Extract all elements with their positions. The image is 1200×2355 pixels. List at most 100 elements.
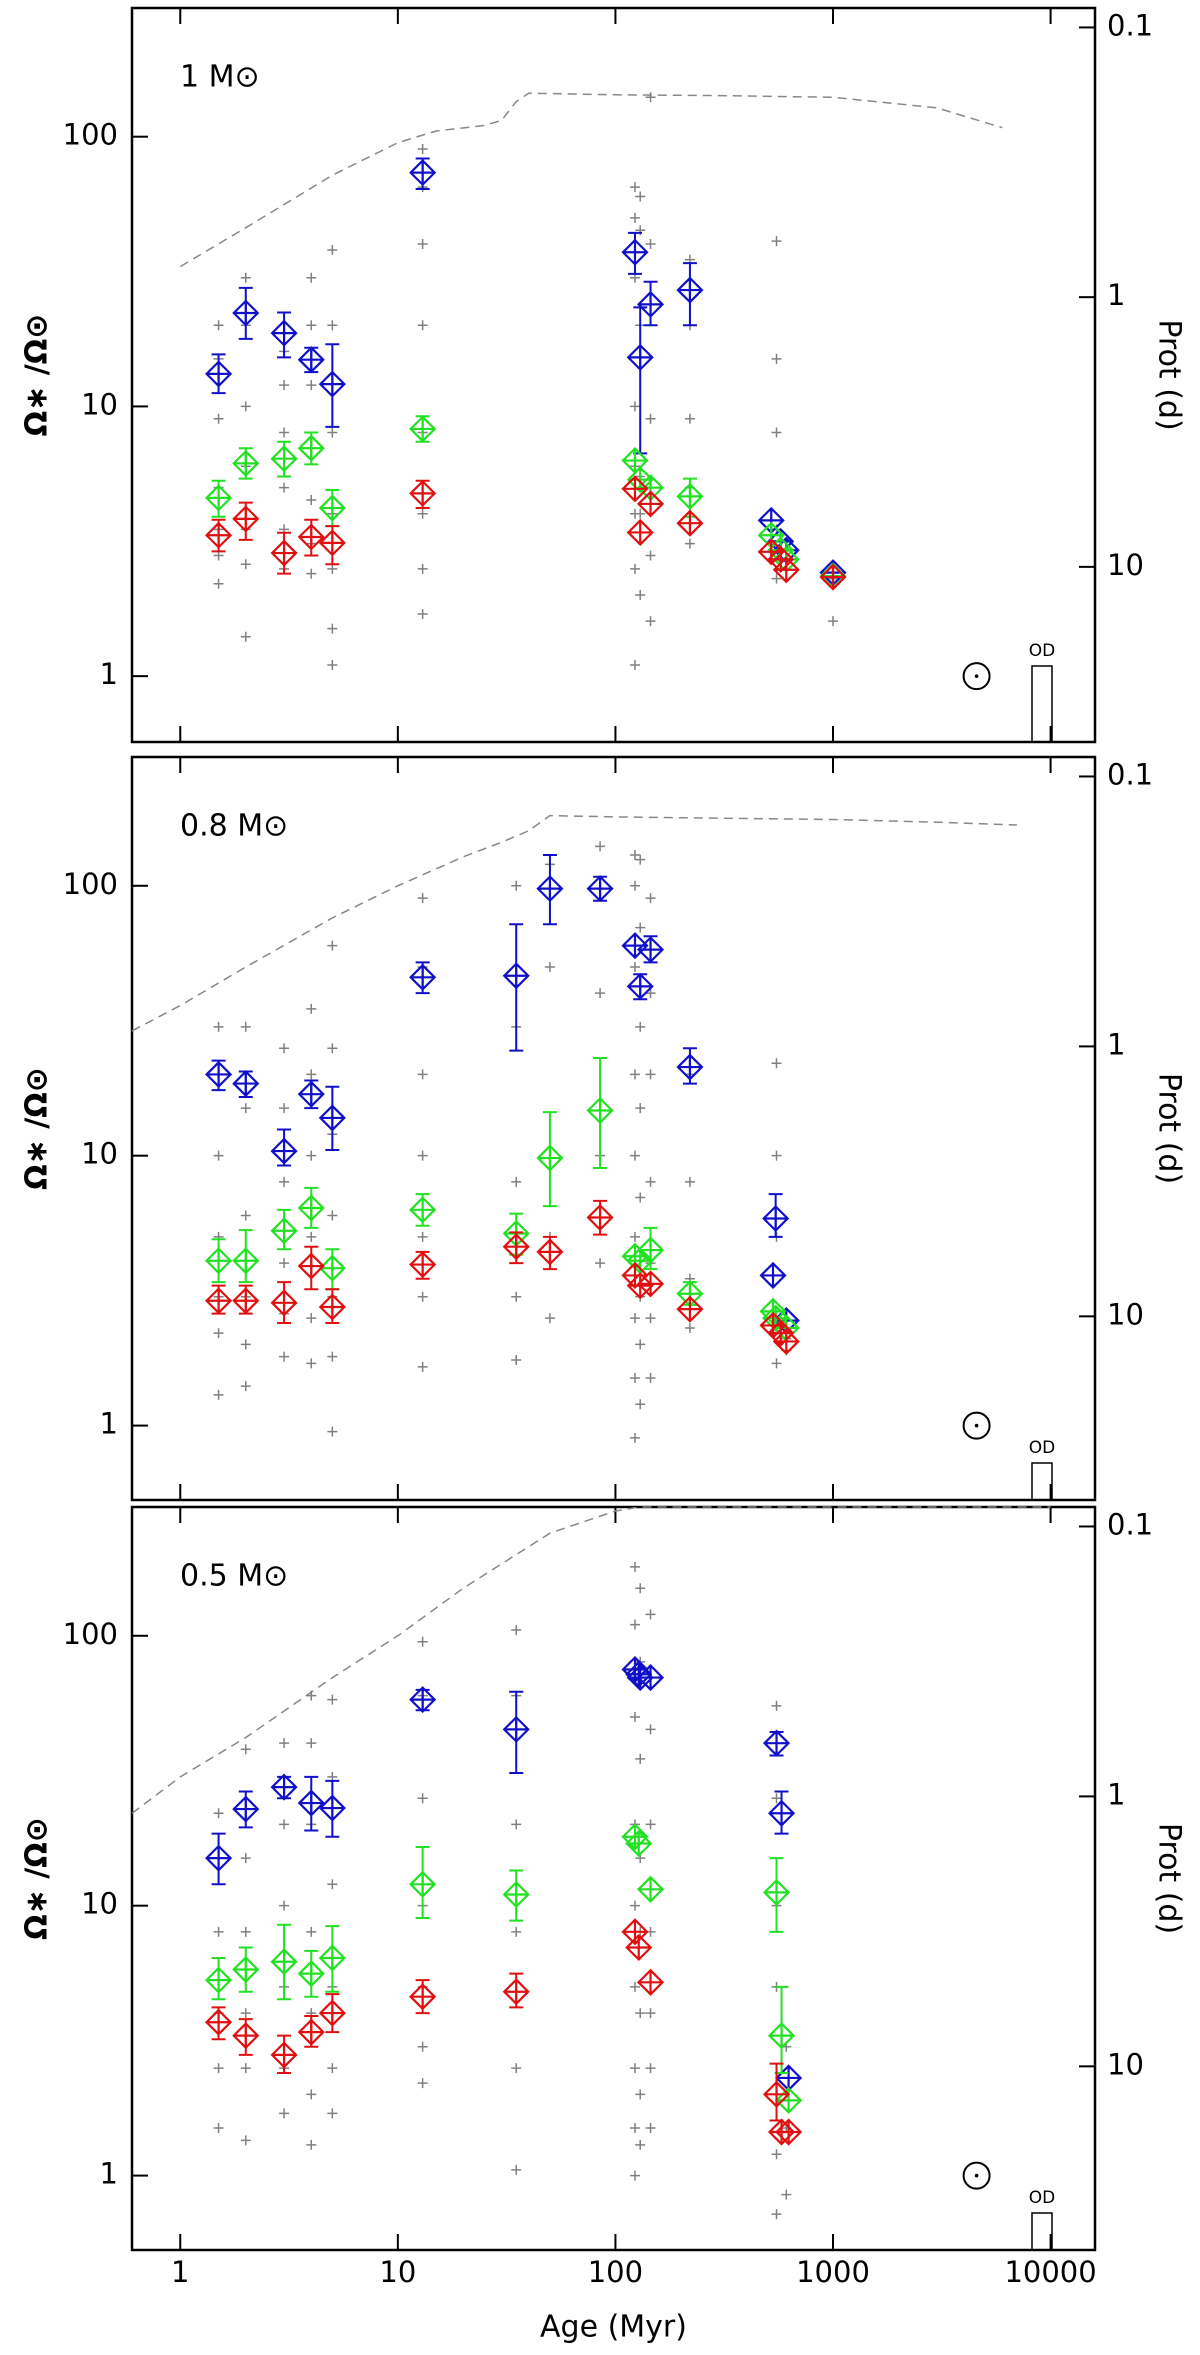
percentile-marker	[636, 290, 665, 318]
y-tick-label: 10	[81, 387, 118, 421]
percentile-marker	[318, 1104, 346, 1132]
star-point	[213, 578, 224, 589]
star-point	[279, 1043, 290, 1054]
star-point	[629, 1561, 640, 1572]
star-point	[629, 1712, 640, 1723]
percentile-marker	[767, 2022, 796, 2050]
star-point	[595, 1258, 606, 1269]
limit-line	[131, 1506, 1051, 1814]
star-point	[417, 1636, 428, 1647]
percentile-marker	[759, 1261, 787, 1289]
percentile-marker	[297, 2018, 325, 2046]
star-point	[771, 1793, 782, 1804]
star-point	[629, 1900, 640, 1911]
star-point	[629, 962, 640, 973]
star-point	[629, 1981, 640, 1992]
star-point	[417, 1291, 428, 1302]
star-point	[635, 191, 646, 202]
y-tick-label: 1	[100, 2157, 118, 2191]
percentile-marker	[318, 494, 346, 522]
percentile-marker	[205, 521, 233, 549]
percentile-marker	[676, 1053, 704, 1081]
percentile-marker	[626, 518, 654, 547]
panel-label: 0.8 M⊙	[180, 809, 288, 844]
star-point	[645, 988, 656, 999]
star-point	[306, 2089, 317, 2100]
star-point	[511, 2063, 522, 2074]
y2-tick-label: 1	[1107, 1777, 1125, 1811]
percentile-marker	[232, 505, 260, 533]
star-point	[279, 1258, 290, 1269]
percentile-marker	[767, 1799, 796, 1827]
percentile-marker	[409, 159, 437, 187]
percentile-marker	[626, 343, 654, 371]
star-point	[240, 2135, 251, 2146]
star-point	[417, 320, 428, 331]
y-tick-label: 100	[63, 118, 118, 152]
percentile-marker	[232, 449, 260, 477]
star-point	[327, 1043, 338, 1054]
star-point	[645, 1724, 656, 1735]
star-point	[213, 2063, 224, 2074]
percentile-marker	[762, 1729, 791, 1757]
percentile-marker	[205, 1060, 233, 1088]
star-point	[417, 2078, 428, 2089]
star-point	[771, 427, 782, 438]
percentile-marker	[625, 1829, 653, 1858]
percentile-marker	[676, 1295, 704, 1323]
percentile-marker	[232, 1795, 260, 1823]
star-point	[629, 1150, 640, 1161]
star-point	[240, 2063, 251, 2074]
percentile-marker	[318, 370, 346, 398]
star-point	[240, 1210, 251, 1221]
star-point	[327, 563, 338, 574]
x-tick-label: 1000	[796, 2255, 870, 2289]
percentile-marker	[536, 1238, 564, 1266]
star-point	[629, 212, 640, 223]
star-point	[511, 880, 522, 891]
star-point	[629, 2170, 640, 2181]
star-point	[306, 2139, 317, 2150]
y-tick-label: 10	[81, 1137, 118, 1171]
percentile-marker	[586, 875, 614, 903]
star-point	[306, 1150, 317, 1161]
star-point	[629, 880, 640, 891]
star-point	[629, 1619, 640, 1630]
percentile-marker	[318, 1293, 346, 1321]
star-point	[240, 401, 251, 412]
star-point	[645, 239, 656, 250]
star-point	[629, 563, 640, 574]
percentile-marker	[270, 1773, 298, 1801]
star-point	[629, 1069, 640, 1080]
y2-tick-label: 1	[1107, 1027, 1125, 1061]
star-point	[645, 1069, 656, 1080]
y2-tick-label: 10	[1107, 1297, 1144, 1331]
star-point	[306, 1003, 317, 1014]
percentile-marker	[502, 1978, 530, 2006]
star-point	[635, 1021, 646, 1032]
panel-label: 0.5 M⊙	[180, 1559, 288, 1594]
star-point	[684, 1322, 695, 1333]
star-point	[417, 563, 428, 574]
plot-frame	[130, 1505, 1097, 2252]
sun-dot	[974, 674, 979, 678]
percentile-marker	[676, 276, 704, 304]
percentile-marker	[270, 539, 298, 567]
star-point	[635, 2139, 646, 2150]
error-bar	[633, 306, 648, 455]
percentile-marker	[762, 2080, 791, 2108]
star-point	[629, 1313, 640, 1324]
percentile-marker	[772, 556, 800, 584]
star-point	[629, 1231, 640, 1242]
star-point	[327, 2108, 338, 2119]
star-point	[771, 1700, 782, 1711]
star-point	[327, 2063, 338, 2074]
star-point	[771, 2149, 782, 2160]
star-point	[771, 353, 782, 364]
star-point	[240, 1744, 251, 1755]
star-point	[417, 1361, 428, 1372]
star-point	[279, 1103, 290, 1114]
star-point	[629, 182, 640, 193]
percentile-marker	[409, 1196, 437, 1224]
